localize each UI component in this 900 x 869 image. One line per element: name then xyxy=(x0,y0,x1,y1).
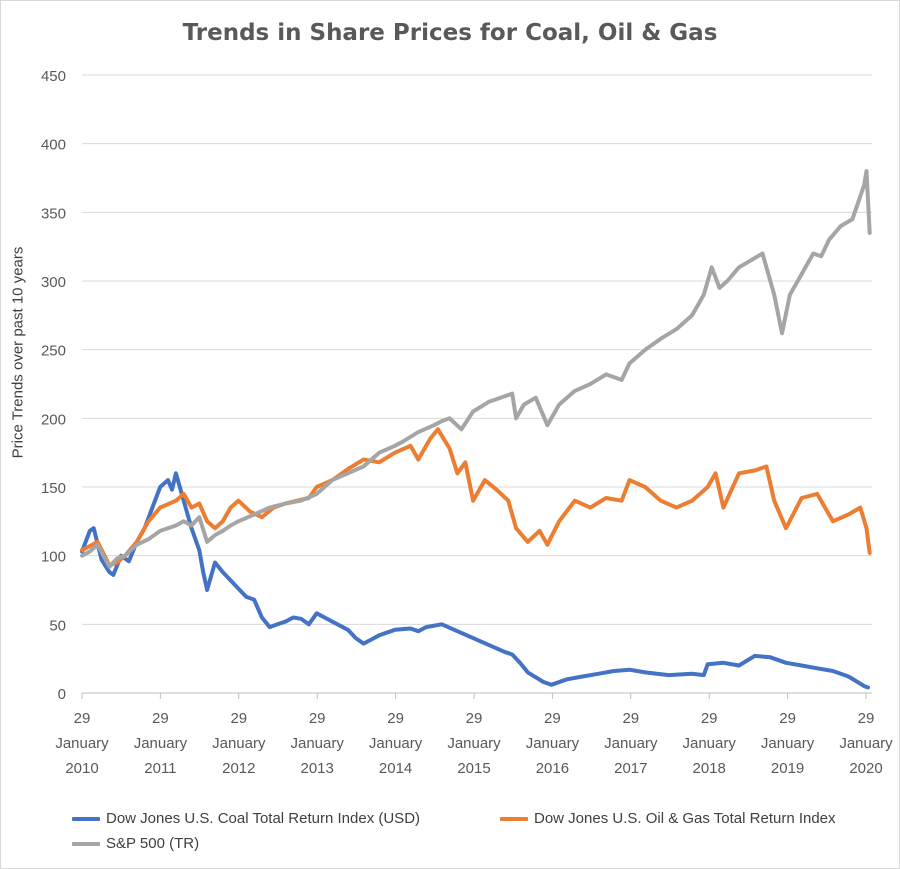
legend-item-sp500: S&P 500 (TR) xyxy=(72,835,199,852)
legend-swatch-oilgas xyxy=(500,817,528,822)
chart-title: Trends in Share Prices for Coal, Oil & G… xyxy=(182,20,718,46)
y-tick-450: 450 xyxy=(41,68,66,85)
y-tick-200: 200 xyxy=(41,411,66,428)
y-tick-50: 50 xyxy=(49,617,66,634)
legend-label-coal: Dow Jones U.S. Coal Total Return Index (… xyxy=(106,810,421,827)
x-tick-10: 29 January 2020 xyxy=(839,710,893,777)
legend-swatch-sp500 xyxy=(72,842,100,847)
x-tick-6: 29 January 2016 xyxy=(526,710,580,777)
y-tick-150: 150 xyxy=(41,480,66,497)
x-tick-4: 29 January 2014 xyxy=(369,710,423,777)
y-tick-400: 400 xyxy=(41,137,66,154)
legend-item-oilgas: Dow Jones U.S. Oil & Gas Total Return In… xyxy=(500,810,836,827)
x-tick-5: 29 January 2015 xyxy=(447,710,501,777)
y-tick-350: 350 xyxy=(41,205,66,222)
x-tick-3: 29 January 2013 xyxy=(291,710,345,777)
y-tick-labels: 0 50 100 150 200 250 300 350 400 450 xyxy=(41,68,66,703)
x-tick-labels: 29 January 2010 29 January 2011 29 January 2012 2… xyxy=(55,710,893,777)
x-tick-1: 29 January 2011 xyxy=(134,710,188,777)
series-line-2 xyxy=(80,169,872,569)
x-tick-0: 29 January 2010 xyxy=(55,710,109,777)
x-tick-9: 29 January 2019 xyxy=(761,710,815,777)
legend-swatch-coal xyxy=(72,817,100,822)
x-tick-7: 29 January 2017 xyxy=(604,710,658,777)
y-tick-100: 100 xyxy=(41,549,66,566)
x-tick-8: 29 January 2018 xyxy=(683,710,737,777)
y-tick-250: 250 xyxy=(41,343,66,360)
series-line-0 xyxy=(80,471,871,690)
series-line-1 xyxy=(80,427,872,568)
x-tick-2: 29 January 2012 xyxy=(212,710,266,777)
legend-item-coal: Dow Jones U.S. Coal Total Return Index (… xyxy=(72,810,420,827)
x-axis xyxy=(81,692,872,699)
y-tick-300: 300 xyxy=(41,274,66,291)
series-lines xyxy=(80,169,872,690)
legend-label-sp500: S&P 500 (TR) xyxy=(106,835,200,852)
legend-label-oilgas: Dow Jones U.S. Oil & Gas Total Return In… xyxy=(534,810,836,827)
y-tick-0: 0 xyxy=(58,686,66,703)
gridlines xyxy=(82,74,872,625)
